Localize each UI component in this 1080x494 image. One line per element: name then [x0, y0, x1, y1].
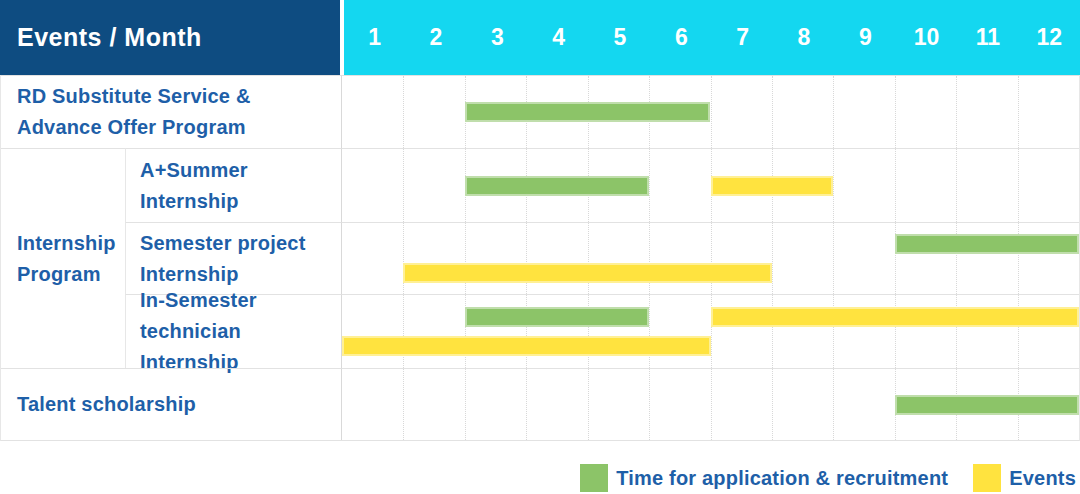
row-label-talent-scholarship: Talent scholarship	[1, 368, 341, 440]
bar-line	[342, 234, 1079, 254]
bar-event-months-1-6	[342, 336, 711, 356]
month-label-5: 5	[589, 0, 650, 75]
bar-application-months-10-12	[895, 234, 1079, 254]
bar-application-months-10-12	[895, 395, 1079, 415]
chart-row-a-plus-summer-internship	[341, 148, 1079, 222]
bar-event-months-7-8	[711, 176, 834, 196]
page-title: Events / Month	[17, 23, 202, 52]
row-label-a-plus-summer-internship: A+Summer Internship	[125, 148, 341, 222]
month-label-4: 4	[528, 0, 589, 75]
header-title-cell: Events / Month	[0, 0, 340, 75]
month-label-9: 9	[835, 0, 896, 75]
legend-item-application: Time for application & recruitment	[580, 464, 948, 492]
bar-line	[342, 263, 1079, 283]
bar-line	[342, 176, 1079, 196]
month-gridline	[711, 295, 712, 368]
legend-item-event: Events	[973, 464, 1076, 492]
legend-swatch-application	[580, 464, 608, 492]
bar-application-months-3-5	[465, 307, 649, 327]
month-gridline	[956, 295, 957, 368]
month-label-11: 11	[957, 0, 1018, 75]
bar-line	[342, 395, 1079, 415]
month-label-10: 10	[896, 0, 957, 75]
group-label-internship-program: Internship Program	[1, 148, 125, 368]
month-header: 123456789101112	[344, 0, 1080, 75]
chart-row-in-semester-technician-internship	[341, 294, 1079, 368]
month-gridline	[526, 295, 527, 368]
chart-row-rd-substitute-service	[341, 75, 1079, 148]
month-gridline	[649, 295, 650, 368]
month-label-6: 6	[651, 0, 712, 75]
bar-application-months-3-5	[465, 176, 649, 196]
legend-swatch-event	[973, 464, 1001, 492]
month-label-7: 7	[712, 0, 773, 75]
legend: Time for application & recruitment Events	[0, 464, 1080, 492]
bar-line	[342, 307, 1079, 327]
gantt-table: RD Substitute Service & Advance Offer Pr…	[0, 75, 1080, 441]
month-label-2: 2	[405, 0, 466, 75]
month-gridline	[1018, 295, 1019, 368]
month-label-12: 12	[1019, 0, 1080, 75]
month-gridline	[588, 295, 589, 368]
month-gridline	[833, 295, 834, 368]
month-gridline	[465, 295, 466, 368]
month-gridline	[403, 295, 404, 368]
chart-row-semester-project-internship	[341, 222, 1079, 294]
bar-line	[342, 102, 1079, 122]
month-gridline	[772, 295, 773, 368]
bar-line	[342, 336, 1079, 356]
bar-event-months-2-7	[403, 263, 772, 283]
month-gridline	[895, 295, 896, 368]
month-label-3: 3	[467, 0, 528, 75]
bar-application-months-3-6	[465, 102, 711, 122]
chart-row-talent-scholarship	[341, 368, 1079, 440]
month-label-8: 8	[773, 0, 834, 75]
legend-label-application: Time for application & recruitment	[616, 467, 948, 490]
header-row: Events / Month 123456789101112	[0, 0, 1080, 75]
bar-event-months-7-12	[711, 307, 1080, 327]
row-label-rd-substitute-service: RD Substitute Service & Advance Offer Pr…	[1, 75, 341, 148]
month-label-1: 1	[344, 0, 405, 75]
row-label-in-semester-technician-internship: In-Semester technician Internship	[125, 294, 341, 368]
legend-label-event: Events	[1009, 467, 1076, 490]
row-label-semester-project-internship: Semester project Internship	[125, 222, 341, 294]
gantt-figure: Events / Month 123456789101112 RD Substi…	[0, 0, 1080, 494]
